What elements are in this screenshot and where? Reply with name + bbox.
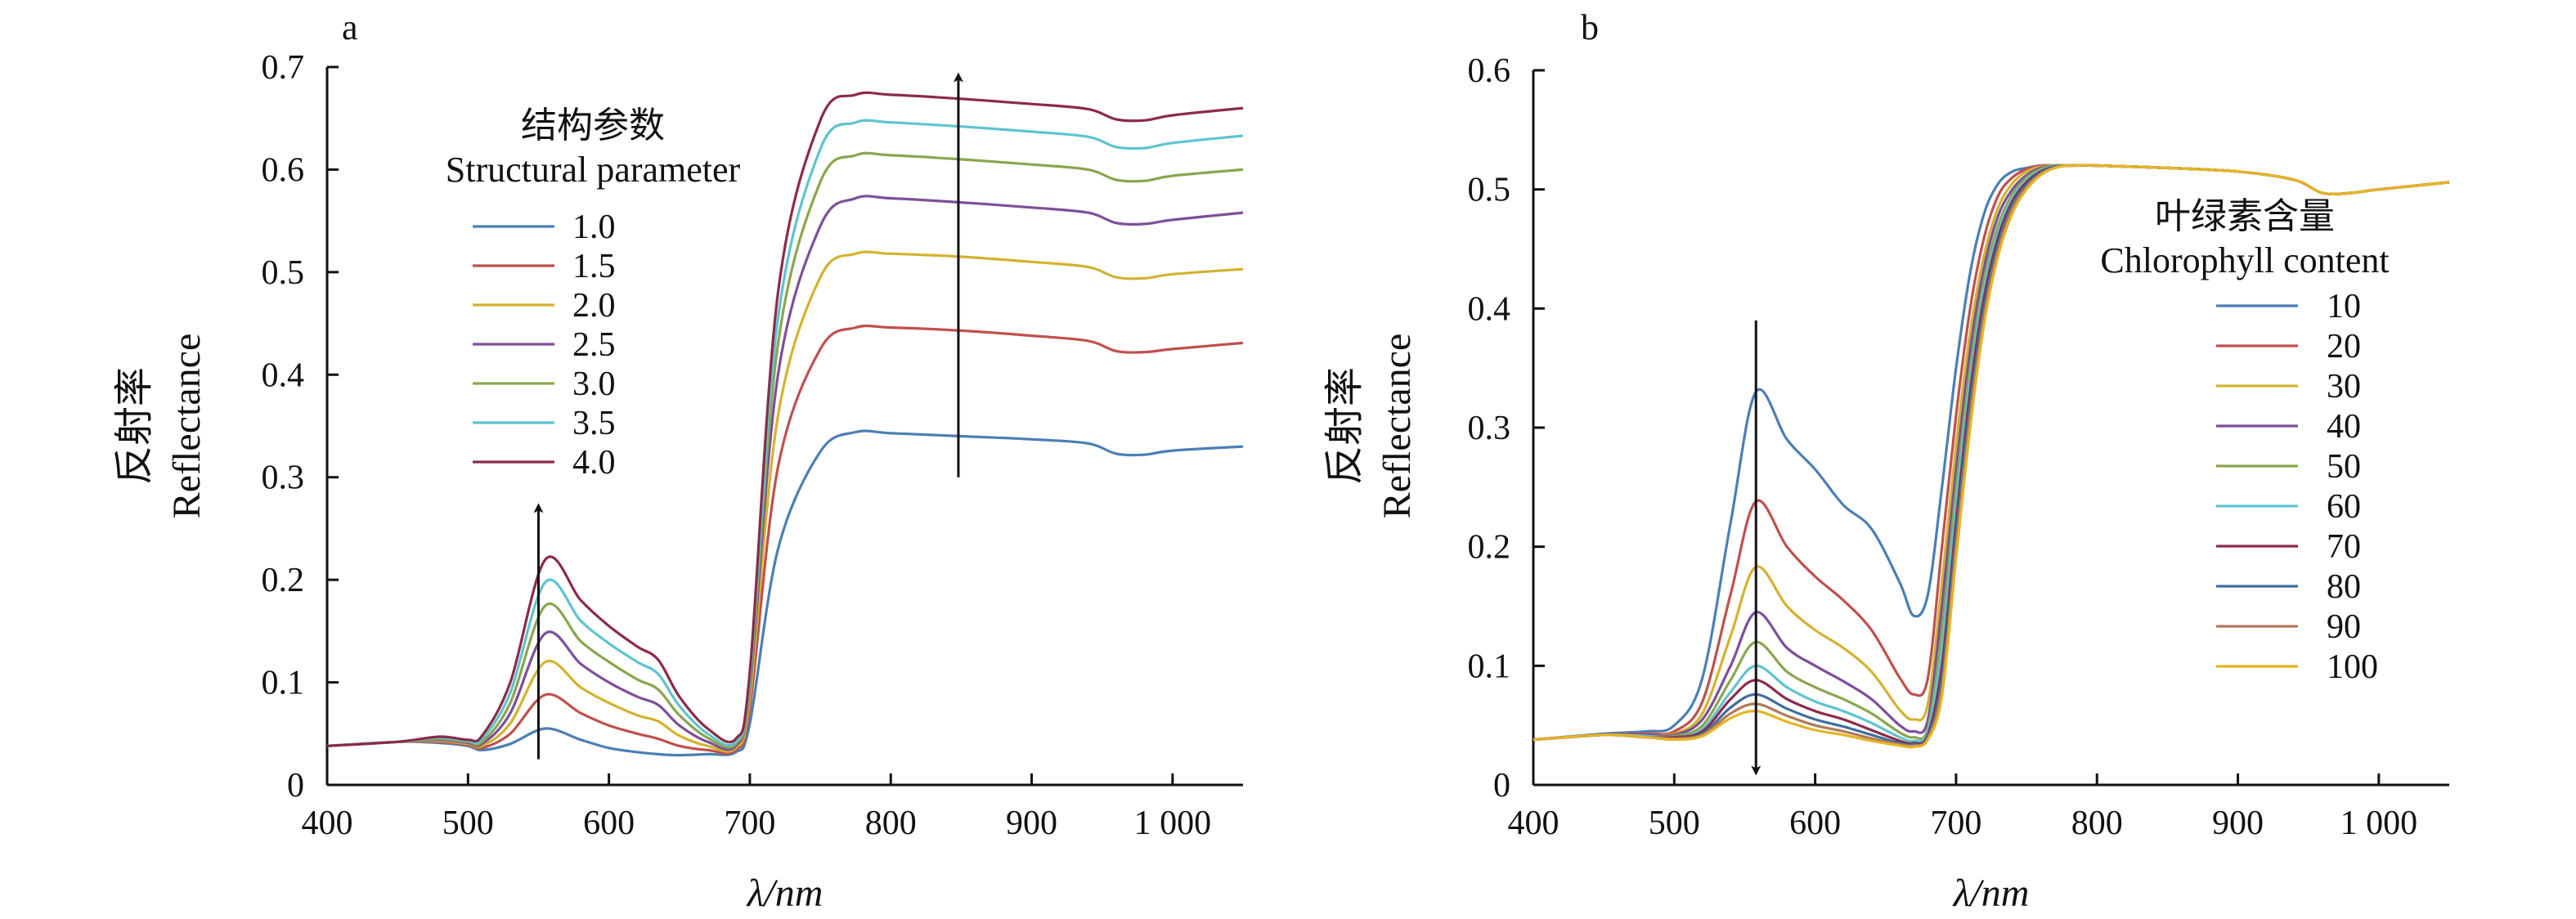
series-line-1-0 [326,429,1244,757]
x-axis-title: λ/nm [746,872,824,915]
y-axis-title-cn: 反射率 [113,367,156,485]
y-tick-label: 0.4 [262,356,305,394]
legend-label: 40 [2327,408,2361,446]
y-tick-label: 0.1 [262,665,305,702]
panel-b: 400 500 600 700 800 900 1 000 0 0.1 0.2 0.3 0.4 0.5 0… [1323,7,2450,915]
y-axis-title-cn: 反射率 [1323,367,1367,485]
y-tick-label: 0.2 [262,562,305,599]
legend-label: 30 [2327,368,2361,406]
y-tick-label: 0.3 [1468,410,1511,447]
y-tick-label: 0.3 [262,460,305,497]
legend-label: 4.0 [572,444,616,482]
x-tick-label: 1 000 [2340,805,2418,842]
legend-label: 100 [2327,648,2378,686]
x-tick-label: 400 [302,805,353,842]
y-tick-label: 0.7 [262,49,305,87]
series-line-3-5 [326,119,1244,747]
y-tick-label: 0.6 [262,151,305,189]
legend-label: 2.0 [572,287,616,325]
legend-label: 3.0 [572,365,616,403]
legend-label: 10 [2327,288,2361,325]
legend-title-cn: 叶绿素含量 [2155,196,2335,236]
legend-label: 1.0 [572,208,616,246]
y-tick-label: 0 [1493,767,1510,805]
x-tick-label: 500 [442,805,494,842]
legend-label: 20 [2327,328,2361,365]
y-tick-label: 0 [287,767,304,805]
series-line-1-5 [326,324,1244,755]
legend-title-cn: 结构参数 [521,105,665,146]
x-axis-title: λ/nm [1952,872,2030,915]
legend-title-en: Chlorophyll content [2100,240,2389,280]
y-tick-label: 0.5 [262,254,305,292]
y-tick-label: 0.2 [1468,529,1511,567]
legend-label: 60 [2327,488,2361,526]
series-line-4-0 [326,91,1244,747]
x-tick-label: 700 [1930,805,1981,842]
y-tick-label: 0.5 [1468,172,1511,209]
x-tick-label: 1 000 [1134,805,1212,842]
x-tick-label: 700 [724,805,775,842]
x-tick-label: 800 [2071,805,2123,842]
series-line-100 [1533,164,2450,749]
x-tick-label: 600 [1789,805,1841,842]
y-tick-label: 0.1 [1468,648,1511,685]
y-tick-label: 0.6 [1468,52,1511,90]
x-tick-label: 900 [2212,805,2264,842]
y-tick-label: 0.4 [1468,290,1511,328]
x-tick-label: 400 [1508,805,1560,842]
legend-label: 50 [2327,448,2361,486]
x-tick-label: 600 [583,805,635,842]
series-line-2-0 [326,250,1244,753]
y-axis-title-en: Reflectance [1376,334,1419,519]
legend-label: 90 [2327,608,2361,646]
x-tick-label: 800 [865,805,917,842]
panel-label: a [342,7,358,47]
legend-label: 3.5 [572,405,616,442]
legend-label: 1.5 [572,248,616,285]
x-tick-label: 500 [1649,805,1700,842]
panel-a: 400 500 600 700 800 900 1 000 0 0.1 0.2 0.3 0.4 0.5 0… [113,7,1244,915]
legend-title-en: Structural parameter [446,150,741,190]
legend-label: 80 [2327,568,2361,606]
panel-label: b [1581,7,1599,47]
x-tick-label: 900 [1006,805,1057,842]
legend-label: 2.5 [572,326,616,364]
y-axis-title-en: Reflectance [165,334,209,519]
legend-label: 70 [2327,528,2361,566]
